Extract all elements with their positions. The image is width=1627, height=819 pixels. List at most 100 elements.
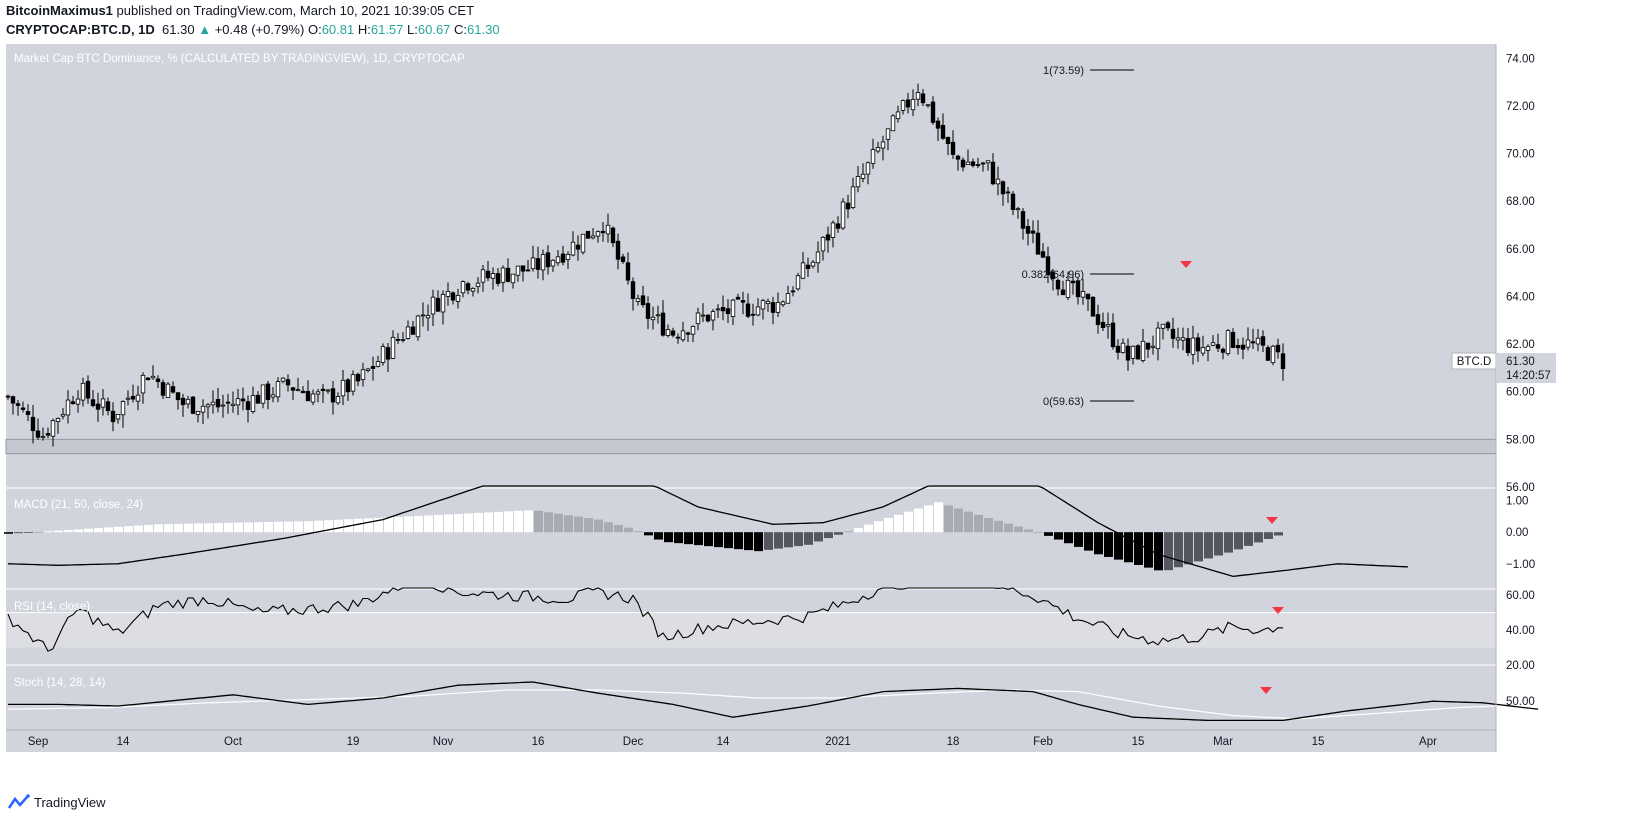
candle[interactable] [760, 298, 766, 320]
candle[interactable] [10, 395, 16, 415]
candle[interactable] [1190, 325, 1196, 365]
candle[interactable] [225, 393, 231, 414]
candle[interactable] [700, 303, 706, 323]
candle[interactable] [35, 418, 41, 440]
candle[interactable] [175, 392, 181, 410]
candle[interactable] [320, 384, 326, 403]
candle[interactable] [495, 268, 501, 287]
candle[interactable] [590, 227, 596, 240]
candle[interactable] [585, 230, 591, 239]
candle[interactable] [40, 427, 46, 441]
candle[interactable] [720, 295, 726, 321]
candle[interactable] [930, 96, 936, 125]
candle[interactable] [1270, 344, 1276, 366]
candle[interactable] [1125, 338, 1131, 371]
candle[interactable] [255, 391, 261, 404]
candle[interactable] [1140, 328, 1146, 363]
candle[interactable] [160, 379, 166, 400]
candle[interactable] [705, 314, 711, 323]
candle[interactable] [800, 252, 806, 280]
candle[interactable] [155, 375, 161, 389]
candle[interactable] [680, 321, 686, 343]
macd-pane[interactable] [4, 485, 1496, 578]
candle[interactable] [100, 389, 106, 416]
candle[interactable] [875, 141, 881, 154]
candle[interactable] [1080, 278, 1086, 305]
candle[interactable] [55, 417, 61, 434]
candle[interactable] [70, 395, 76, 405]
candle[interactable] [1200, 335, 1206, 357]
rsi-pane[interactable] [6, 587, 1496, 652]
candle[interactable] [755, 298, 761, 317]
candle[interactable] [975, 157, 981, 169]
candle[interactable] [195, 410, 201, 423]
candle[interactable] [30, 404, 36, 444]
candle[interactable] [770, 296, 776, 325]
candle[interactable] [345, 378, 351, 402]
candle[interactable] [920, 89, 926, 107]
candle[interactable] [560, 245, 566, 266]
candle[interactable] [245, 395, 251, 423]
candle[interactable] [340, 369, 346, 406]
candle[interactable] [655, 305, 661, 324]
candle[interactable] [1005, 186, 1011, 203]
candle[interactable] [785, 285, 791, 304]
candle[interactable] [985, 160, 991, 171]
candle[interactable] [825, 226, 831, 253]
candle[interactable] [1150, 335, 1156, 355]
candle[interactable] [1055, 278, 1061, 296]
candle[interactable] [505, 258, 511, 283]
candle[interactable] [750, 303, 756, 326]
candle[interactable] [520, 265, 526, 282]
candle[interactable] [1095, 304, 1101, 334]
candle[interactable] [765, 298, 771, 312]
candle[interactable] [1245, 327, 1251, 351]
candle[interactable] [790, 286, 796, 297]
candle[interactable] [565, 251, 571, 269]
candle[interactable] [795, 272, 801, 291]
candle[interactable] [600, 222, 606, 242]
candle[interactable] [625, 252, 631, 285]
candle[interactable] [550, 259, 556, 272]
candle[interactable] [230, 391, 236, 413]
candle[interactable] [885, 128, 891, 151]
candle[interactable] [815, 241, 821, 273]
candle[interactable] [555, 250, 561, 266]
candle[interactable] [1230, 328, 1236, 349]
tradingview-logo[interactable]: TradingView [8, 794, 106, 810]
candle[interactable] [525, 259, 531, 272]
candle[interactable] [1175, 327, 1181, 349]
candle[interactable] [115, 414, 121, 424]
candle[interactable] [480, 265, 486, 292]
candle[interactable] [540, 249, 546, 281]
candle[interactable] [1000, 180, 1006, 206]
candle[interactable] [835, 216, 841, 233]
candle[interactable] [1280, 343, 1286, 381]
candle[interactable] [355, 372, 361, 387]
candle[interactable] [730, 298, 736, 325]
candle[interactable] [350, 370, 356, 396]
candle[interactable] [205, 403, 211, 419]
candle[interactable] [85, 375, 91, 404]
candle[interactable] [805, 257, 811, 278]
candle[interactable] [385, 343, 391, 372]
candle[interactable] [820, 236, 826, 261]
candle[interactable] [310, 389, 316, 406]
candle[interactable] [1215, 333, 1221, 352]
candle[interactable] [900, 99, 906, 115]
candle[interactable] [1220, 347, 1226, 360]
candle[interactable] [15, 399, 21, 416]
candle[interactable] [305, 380, 311, 402]
candle[interactable] [220, 394, 226, 418]
candle[interactable] [330, 380, 336, 415]
candle[interactable] [90, 389, 96, 408]
candle[interactable] [895, 105, 901, 123]
price-tag[interactable]: BTC.D 61.30 14:20:57 [1451, 352, 1556, 383]
candle[interactable] [925, 104, 931, 108]
candle[interactable] [715, 304, 721, 318]
candle[interactable] [980, 161, 986, 172]
candle[interactable] [235, 388, 241, 416]
candle[interactable] [300, 386, 306, 394]
candle[interactable] [945, 136, 951, 156]
candle[interactable] [960, 157, 966, 172]
